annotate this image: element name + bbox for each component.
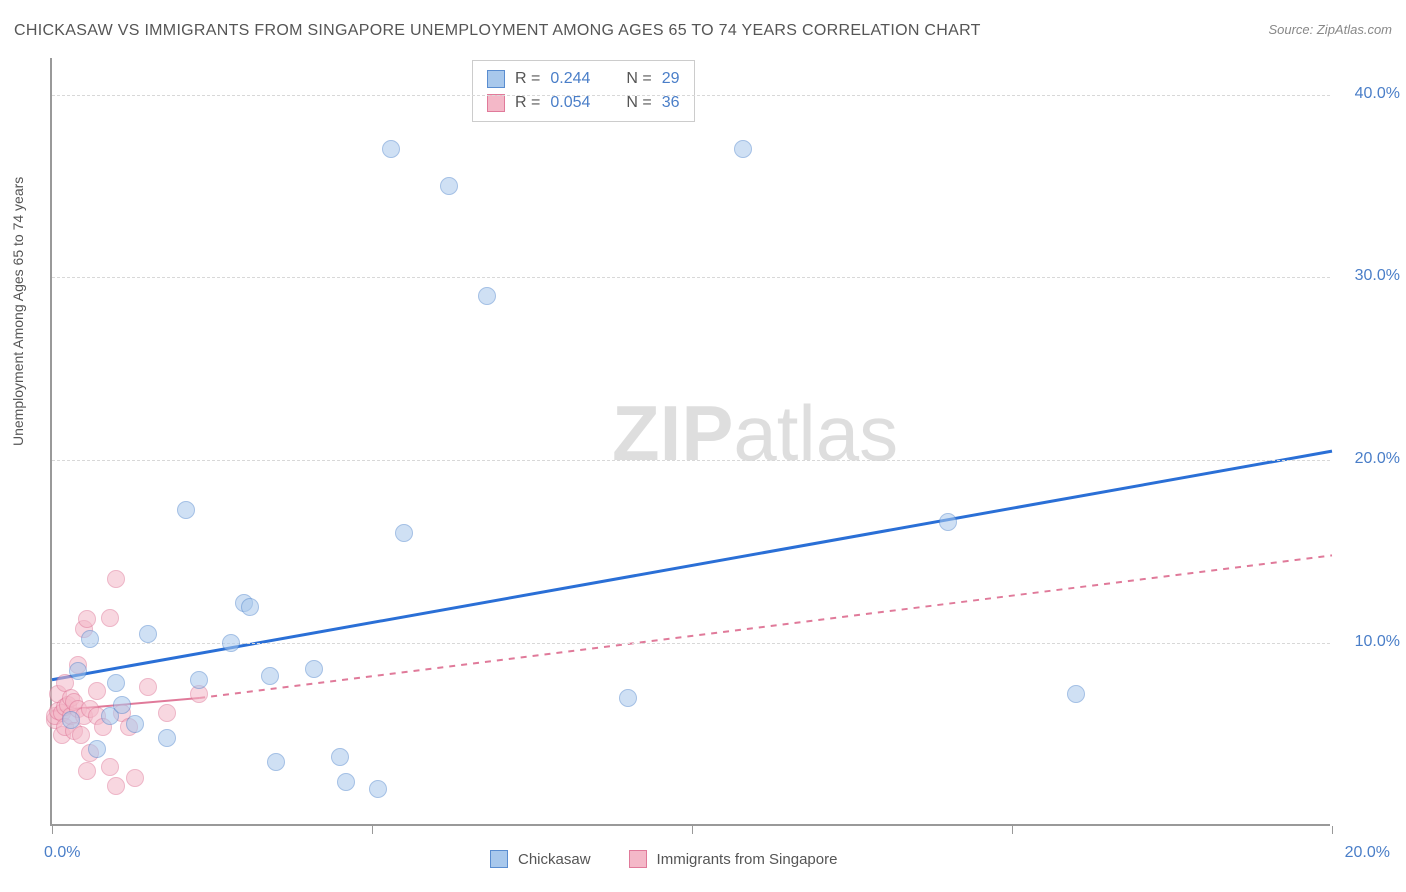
- scatter-point-chickasaw: [382, 140, 400, 158]
- scatter-point-singapore: [107, 570, 125, 588]
- scatter-point-chickasaw: [331, 748, 349, 766]
- n-value-a: 29: [662, 67, 680, 91]
- scatter-point-singapore: [158, 704, 176, 722]
- y-tick-label: 40.0%: [1355, 85, 1400, 103]
- swatch-singapore: [487, 94, 505, 112]
- x-tick: [1332, 826, 1333, 834]
- scatter-point-singapore: [101, 758, 119, 776]
- scatter-point-chickasaw: [88, 740, 106, 758]
- scatter-point-chickasaw: [222, 634, 240, 652]
- scatter-point-chickasaw: [261, 667, 279, 685]
- scatter-point-chickasaw: [267, 753, 285, 771]
- scatter-point-chickasaw: [113, 696, 131, 714]
- y-tick-label: 30.0%: [1355, 267, 1400, 285]
- y-axis-label: Unemployment Among Ages 65 to 74 years: [10, 177, 26, 446]
- legend-label-b: Immigrants from Singapore: [657, 851, 838, 868]
- scatter-point-chickasaw: [369, 780, 387, 798]
- gridline: [52, 95, 1330, 96]
- scatter-point-chickasaw: [939, 513, 957, 531]
- x-tick: [372, 826, 373, 834]
- x-origin-label: 0.0%: [44, 844, 80, 862]
- scatter-point-chickasaw: [305, 660, 323, 678]
- scatter-point-chickasaw: [619, 689, 637, 707]
- x-max-label: 20.0%: [1345, 844, 1390, 862]
- stats-legend: R = 0.244 N = 29 R = 0.054 N = 36: [472, 60, 695, 122]
- trend-lines: [52, 58, 1330, 824]
- r-value-a: 0.244: [550, 67, 590, 91]
- scatter-point-chickasaw: [158, 729, 176, 747]
- scatter-point-chickasaw: [190, 671, 208, 689]
- stats-row-a: R = 0.244 N = 29: [487, 67, 680, 91]
- gridline: [52, 643, 1330, 644]
- scatter-point-chickasaw: [1067, 685, 1085, 703]
- legend-label-a: Chickasaw: [518, 851, 591, 868]
- scatter-point-singapore: [139, 678, 157, 696]
- scatter-point-chickasaw: [69, 662, 87, 680]
- y-tick-label: 20.0%: [1355, 450, 1400, 468]
- scatter-point-chickasaw: [734, 140, 752, 158]
- scatter-point-chickasaw: [139, 625, 157, 643]
- gridline: [52, 460, 1330, 461]
- scatter-point-chickasaw: [126, 715, 144, 733]
- scatter-point-singapore: [101, 609, 119, 627]
- x-tick: [692, 826, 693, 834]
- x-tick: [1012, 826, 1013, 834]
- scatter-point-chickasaw: [81, 630, 99, 648]
- y-tick-label: 10.0%: [1355, 633, 1400, 651]
- plot-area: ZIPatlas R = 0.244 N = 29 R = 0.054 N = …: [50, 58, 1330, 826]
- scatter-point-chickasaw: [241, 598, 259, 616]
- chart-title: CHICKASAW VS IMMIGRANTS FROM SINGAPORE U…: [14, 22, 981, 40]
- gridline: [52, 277, 1330, 278]
- scatter-point-chickasaw: [337, 773, 355, 791]
- scatter-point-chickasaw: [478, 287, 496, 305]
- swatch-chickasaw-b: [490, 850, 508, 868]
- scatter-point-chickasaw: [440, 177, 458, 195]
- x-tick: [52, 826, 53, 834]
- scatter-point-singapore: [126, 769, 144, 787]
- series-legend: Chickasaw Immigrants from Singapore: [490, 850, 837, 868]
- swatch-singapore-b: [629, 850, 647, 868]
- scatter-point-chickasaw: [177, 501, 195, 519]
- scatter-point-singapore: [88, 682, 106, 700]
- source-label: Source: ZipAtlas.com: [1268, 22, 1392, 37]
- correlation-chart: CHICKASAW VS IMMIGRANTS FROM SINGAPORE U…: [0, 0, 1406, 892]
- swatch-chickasaw: [487, 70, 505, 88]
- scatter-point-chickasaw: [107, 674, 125, 692]
- scatter-point-chickasaw: [395, 524, 413, 542]
- scatter-point-singapore: [78, 762, 96, 780]
- scatter-point-chickasaw: [62, 711, 80, 729]
- scatter-point-singapore: [78, 610, 96, 628]
- scatter-point-singapore: [107, 777, 125, 795]
